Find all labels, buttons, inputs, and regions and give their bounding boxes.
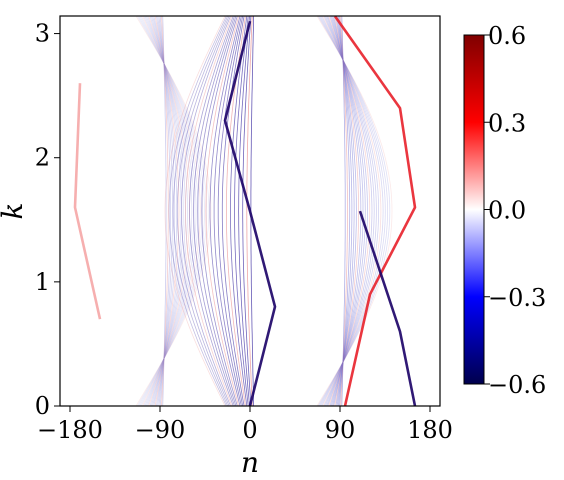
band-curve bbox=[197, 16, 237, 406]
band-curve bbox=[327, 16, 373, 406]
y-tick-label: 0 bbox=[35, 392, 50, 420]
x-tick-label: 90 bbox=[325, 416, 356, 444]
band-curve bbox=[336, 16, 355, 406]
x-tick-label: −90 bbox=[135, 416, 186, 444]
band-curve bbox=[185, 16, 233, 406]
band-curve bbox=[323, 16, 379, 406]
x-tick-label: 180 bbox=[407, 416, 453, 444]
band-curve bbox=[221, 16, 245, 406]
band-curve bbox=[139, 16, 206, 406]
band-curve bbox=[136, 16, 210, 406]
band-curve bbox=[150, 16, 186, 406]
band-curve bbox=[142, 16, 201, 406]
y-axis-label: k bbox=[0, 203, 29, 220]
band-curve bbox=[339, 16, 351, 406]
band-curve bbox=[246, 16, 253, 406]
band-curve bbox=[329, 16, 368, 406]
heatmap-band-2 bbox=[316, 16, 393, 406]
heatmap-layer bbox=[73, 16, 417, 406]
colorbar-tick-label: 0.0 bbox=[488, 197, 526, 225]
y-tick-label: 2 bbox=[35, 144, 50, 172]
band-curve bbox=[316, 16, 393, 406]
band-curve bbox=[324, 16, 377, 406]
band-curve bbox=[168, 16, 227, 406]
band-curve bbox=[164, 16, 226, 406]
band-curve bbox=[326, 16, 375, 406]
band-curve bbox=[334, 16, 359, 406]
band-curve bbox=[157, 16, 176, 406]
band-curve bbox=[242, 16, 252, 406]
band-curve bbox=[341, 16, 346, 406]
band-curve bbox=[317, 16, 391, 406]
band-curve bbox=[234, 16, 249, 406]
band-curve bbox=[321, 16, 384, 406]
heatmap-trace-1 bbox=[333, 16, 417, 406]
band-curve bbox=[322, 16, 382, 406]
band-curve bbox=[340, 16, 348, 406]
band-curve bbox=[159, 16, 171, 406]
colorbar-tick-label: 0.6 bbox=[488, 22, 526, 50]
x-axis-label: n bbox=[241, 446, 259, 479]
band-curve bbox=[319, 16, 388, 406]
band-curve bbox=[209, 16, 241, 406]
band-curve bbox=[181, 16, 231, 406]
y-tick-label: 1 bbox=[35, 268, 50, 296]
band-curve bbox=[238, 16, 250, 406]
band-curve bbox=[153, 16, 182, 406]
band-curve bbox=[217, 16, 244, 406]
colorbar-tick-label: 0.3 bbox=[488, 109, 526, 137]
band-curve bbox=[162, 16, 167, 406]
x-tick-label: −180 bbox=[37, 416, 103, 444]
heatmap-trace-0 bbox=[223, 20, 277, 406]
band-curve bbox=[172, 16, 229, 406]
band-curve bbox=[135, 16, 212, 406]
band-curve bbox=[145, 16, 195, 406]
colorbar-axis: −0.6 −0.3 0.0 0.3 0.6 bbox=[484, 22, 546, 399]
band-curve bbox=[332, 16, 364, 406]
band-curve bbox=[158, 16, 173, 406]
y-axis: 0 1 2 3 bbox=[35, 20, 60, 420]
band-curve bbox=[201, 16, 238, 406]
band-curve bbox=[152, 16, 184, 406]
band-curve bbox=[337, 16, 353, 406]
band-curve bbox=[230, 16, 248, 406]
heatmap-band-0 bbox=[135, 16, 212, 406]
x-tick-label: 0 bbox=[242, 416, 257, 444]
band-curve bbox=[193, 16, 235, 406]
band-curve bbox=[335, 16, 357, 406]
band-curve bbox=[189, 16, 234, 406]
band-curve bbox=[156, 16, 178, 406]
colorbar bbox=[463, 34, 485, 385]
band-curve bbox=[144, 16, 197, 406]
band-curve bbox=[147, 16, 193, 406]
band-curve bbox=[161, 16, 169, 406]
band-curve bbox=[205, 16, 239, 406]
band-curve bbox=[154, 16, 180, 406]
band-curve bbox=[140, 16, 203, 406]
band-curve bbox=[320, 16, 386, 406]
y-tick-label: 3 bbox=[35, 20, 50, 48]
band-curve bbox=[328, 16, 371, 406]
heatmap-trace-3 bbox=[358, 210, 417, 406]
x-axis: −180 −90 0 90 180 bbox=[37, 406, 453, 444]
band-curve bbox=[330, 16, 366, 406]
colorbar-tick-label: −0.3 bbox=[488, 284, 546, 312]
band-curve bbox=[138, 16, 208, 406]
heatmap-trace-2 bbox=[73, 83, 102, 320]
colorbar-tick-label: −0.6 bbox=[488, 371, 546, 399]
band-curve bbox=[213, 16, 242, 406]
band-curve bbox=[149, 16, 188, 406]
band-curve bbox=[148, 16, 190, 406]
band-curve bbox=[143, 16, 199, 406]
band-curve bbox=[176, 16, 230, 406]
